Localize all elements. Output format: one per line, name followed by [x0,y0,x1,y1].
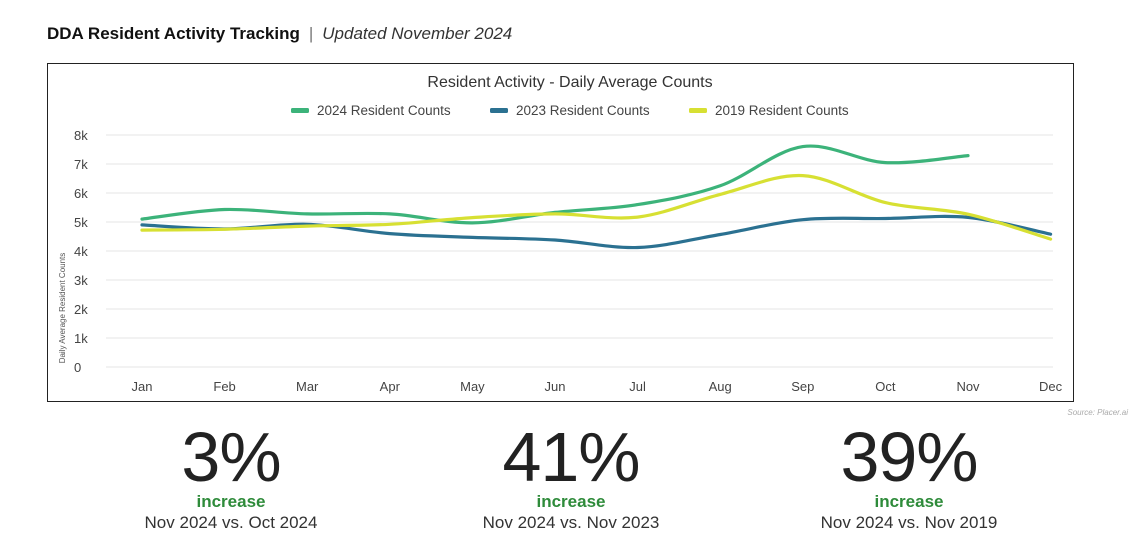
chart-series [140,144,1053,250]
y-tick-label: 0 [74,360,81,375]
stat-label: increase [874,492,944,511]
x-tick-label: Apr [380,379,401,394]
x-tick-label: Jan [132,379,153,394]
stat-value: 41% [502,418,640,496]
legend-swatch [291,108,309,113]
stat-card-vs-2019: 39% increase Nov 2024 vs. Nov 2019 [759,422,1059,534]
legend-swatch [490,108,508,113]
x-tick-label: Oct [875,379,896,394]
y-axis-label: Daily Average Resident Counts [58,253,67,364]
legend-label: 2024 Resident Counts [317,103,451,118]
series-line-2023 [140,214,1053,250]
y-tick-label: 2k [74,302,88,317]
page-title: DDA Resident Activity Tracking [47,24,300,43]
y-tick-label: 4k [74,244,88,259]
stat-value: 39% [840,418,978,496]
x-axis: Jan Feb Mar Apr May Jun Jul Aug Sep Oct Nov Dec [132,379,1063,394]
x-tick-label: Dec [1039,379,1063,394]
x-tick-label: Mar [296,379,319,394]
chart-title: Resident Activity - Daily Average Counts [427,74,712,91]
chart-legend: 2024 Resident Counts 2023 Resident Counts… [291,103,849,118]
chart-panel: Resident Activity - Daily Average Counts… [47,63,1074,402]
y-tick-label: 1k [74,331,88,346]
chart-grid [106,134,1053,368]
stat-label: increase [536,492,606,511]
series-line-2024 [140,144,970,225]
stat-comparison: Nov 2024 vs. Oct 2024 [144,513,318,532]
series-line-2019 [140,173,1053,241]
y-tick-label: 7k [74,157,88,172]
x-tick-label: May [460,379,485,394]
source-note: Source: Placer.ai [1067,408,1128,417]
title-separator: | [308,24,314,43]
x-tick-label: Sep [791,379,814,394]
y-tick-label: 3k [74,273,88,288]
y-axis: 0 1k 2k 3k 4k 5k 6k 7k 8k [74,128,88,375]
x-tick-label: Jul [629,379,646,394]
line-chart: Resident Activity - Daily Average Counts… [58,74,1063,394]
y-tick-label: 6k [74,186,88,201]
stat-value: 3% [181,418,281,496]
x-tick-label: Nov [956,379,980,394]
page-header: DDA Resident Activity Tracking | Updated N… [47,24,512,44]
page-subtitle: Updated November 2024 [322,24,513,43]
stat-card-mom: 3% increase Nov 2024 vs. Oct 2024 [81,422,381,534]
x-tick-label: Aug [709,379,732,394]
legend-swatch [689,108,707,113]
x-tick-label: Feb [213,379,235,394]
stat-label: increase [196,492,266,511]
legend-label: 2019 Resident Counts [715,103,849,118]
x-tick-label: Jun [545,379,566,394]
y-tick-label: 8k [74,128,88,143]
stat-comparison: Nov 2024 vs. Nov 2019 [820,513,998,532]
y-tick-label: 5k [74,215,88,230]
stat-comparison: Nov 2024 vs. Nov 2023 [482,513,660,532]
legend-label: 2023 Resident Counts [516,103,650,118]
stat-card-yoy-2023: 41% increase Nov 2024 vs. Nov 2023 [421,422,721,534]
